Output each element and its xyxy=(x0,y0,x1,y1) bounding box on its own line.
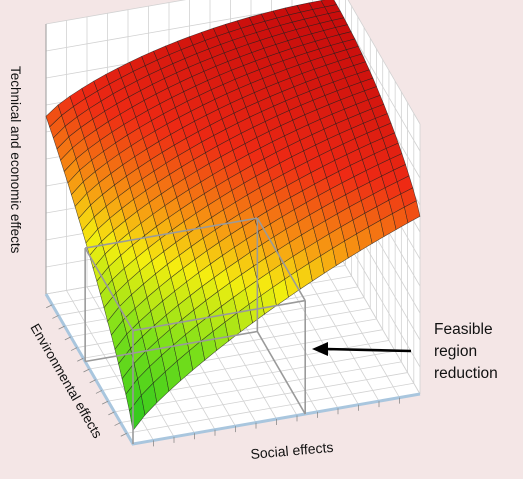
annotation-arrow xyxy=(312,342,412,356)
annotation-line-2: region xyxy=(434,343,477,360)
grid-line xyxy=(312,247,400,398)
y-axis-tick xyxy=(52,315,59,319)
y-axis-tick xyxy=(77,357,84,362)
y-axis-tick xyxy=(95,390,103,394)
region-edge xyxy=(84,247,134,332)
region-edge xyxy=(85,217,258,249)
annotation-line-3: reduction xyxy=(434,365,498,382)
region-edge xyxy=(256,217,306,302)
region-edge xyxy=(256,331,306,415)
y-axis-tick xyxy=(64,336,72,341)
grid-line xyxy=(45,0,187,25)
y-axis-tick xyxy=(101,400,109,405)
region-edge xyxy=(85,330,258,363)
z-axis-label: Technical and economic effects xyxy=(8,66,23,254)
region-edge xyxy=(132,299,306,332)
x-axis-label: Social effects xyxy=(250,439,334,462)
y-axis-tick xyxy=(46,304,53,309)
annotation-line-1: Feasible xyxy=(434,321,493,338)
y-axis-tick xyxy=(120,432,127,437)
surface-mesh xyxy=(45,0,421,432)
y-axis-tick xyxy=(89,379,96,384)
grid-line xyxy=(332,243,421,395)
feasible-region-box xyxy=(84,217,307,444)
y-axis-tick xyxy=(58,325,65,330)
y-axis-tick xyxy=(108,411,115,416)
y-axis-tick xyxy=(114,422,121,426)
y-axis-tick xyxy=(83,368,90,373)
y-axis-tick xyxy=(70,347,78,351)
grid-line xyxy=(347,0,421,125)
surface-cell xyxy=(404,200,421,224)
